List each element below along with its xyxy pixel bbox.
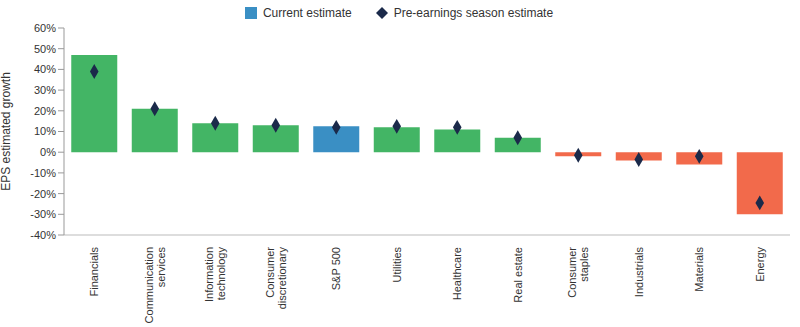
svg-text:-20%: -20%	[30, 188, 56, 200]
svg-text:50%: 50%	[34, 43, 56, 55]
svg-text:10%: 10%	[34, 125, 56, 137]
html-text:Pre-earnings season estimate: Pre-earnings season estimate	[393, 6, 554, 20]
svg-text:-10%: -10%	[30, 167, 56, 179]
svg-text:Healthcare: Healthcare	[451, 247, 463, 300]
svg-text:0%: 0%	[40, 146, 56, 158]
svg-text:S&P 500: S&P 500	[330, 247, 342, 290]
svg-text:Materials: Materials	[693, 247, 705, 292]
svg-text:40%: 40%	[34, 63, 56, 75]
svg-text:Informationtechnology: Informationtechnology	[203, 247, 227, 303]
html-text:Current estimate: Current estimate	[262, 6, 352, 20]
svg-text:-40%: -40%	[30, 229, 56, 241]
svg-text:Financials: Financials	[88, 247, 100, 297]
svg-text:30%: 30%	[34, 84, 56, 96]
svg-text:Energy: Energy	[754, 247, 766, 282]
svg-text:20%: 20%	[34, 105, 56, 117]
svg-text:Communicationservices: Communicationservices	[143, 247, 167, 324]
svg-text:EPS estimated growth: EPS estimated growth	[8, 72, 13, 191]
svg-text:Consumerstaples: Consumerstaples	[566, 247, 590, 298]
svg-text:Utilities: Utilities	[391, 247, 403, 283]
svg-text:Real estate: Real estate	[512, 247, 524, 303]
svg-text:60%: 60%	[34, 22, 56, 34]
svg-text:-30%: -30%	[30, 208, 56, 220]
svg-text:Consumerdiscretionary: Consumerdiscretionary	[264, 247, 288, 310]
svg-text:Industrials: Industrials	[633, 247, 645, 298]
